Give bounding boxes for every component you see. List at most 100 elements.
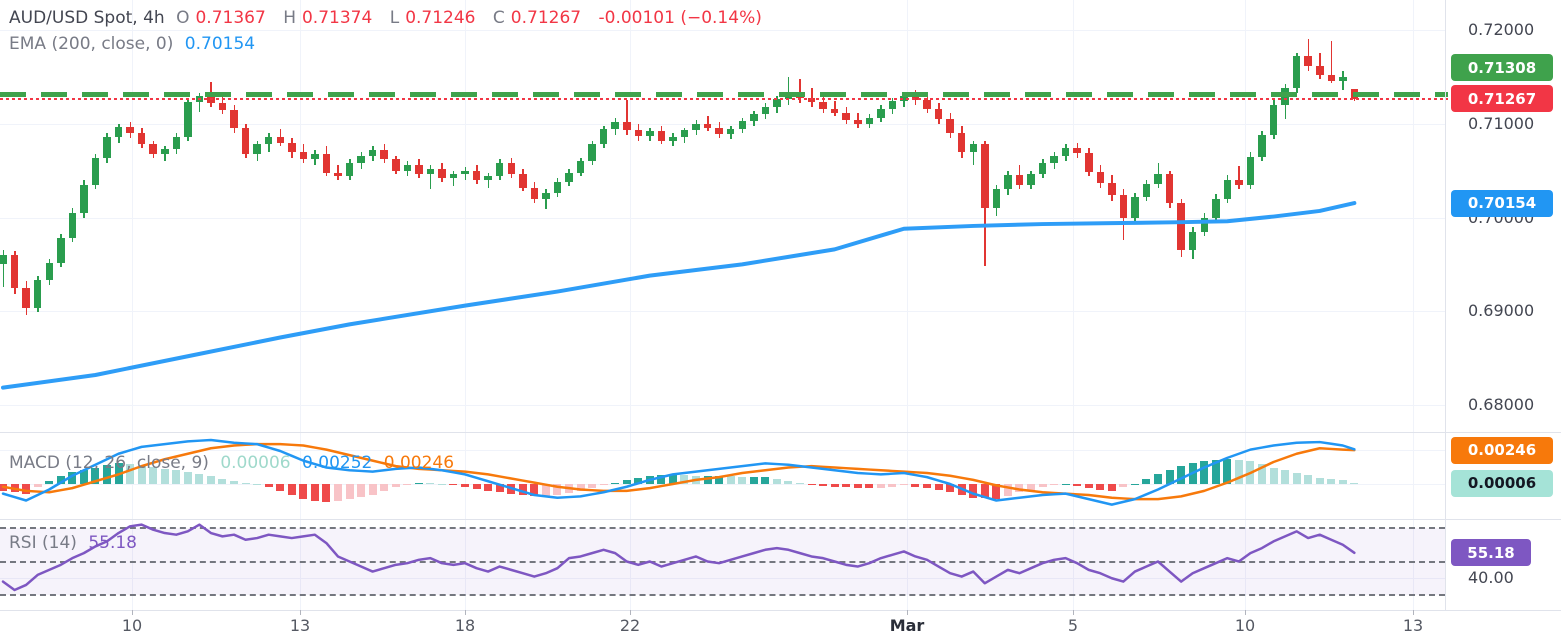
candle-body [865,118,874,124]
candle-body [33,280,42,309]
macd-histogram-bar [437,484,446,485]
price-tick-label: 0.71000 [1468,113,1535,133]
macd-histogram-bar [1050,484,1059,486]
price-badge[interactable]: 0.71267 [1451,85,1553,113]
macd-histogram-bar [484,484,493,491]
macd-histogram-bar [345,484,354,500]
candle-body [461,170,469,175]
time-label[interactable]: 18 [454,616,476,635]
macd-histogram-bar [357,484,366,498]
macd-histogram-bar [553,484,562,495]
vertical-gridline [1413,0,1414,610]
candle-body [426,168,435,175]
candle-body [1269,105,1278,135]
candle-wick [452,170,455,186]
ema-legend-title[interactable]: EMA (200, close, 0) [9,34,174,54]
time-label[interactable]: 10 [121,616,143,635]
candle-body [819,102,827,109]
rsi-tick-label: 40.00 [1468,568,1514,588]
macd-histogram-bar [1188,463,1197,484]
macd-histogram-bar [541,484,550,496]
price-badge[interactable]: 0.70154 [1451,189,1553,217]
time-label[interactable]: Mar [889,616,925,635]
candle-body [1038,163,1047,175]
macd-histogram-bar [1142,479,1151,484]
macd-legend[interactable]: MACD (12, 26, close, 9) 0.00006 0.00252 … [9,453,460,473]
time-tick [1073,610,1074,615]
price-tick-label: 0.68000 [1468,395,1535,414]
candle-wick [972,140,975,165]
macd-histogram-bar [865,484,874,489]
macd-badge[interactable]: 0.00246 [1451,436,1553,464]
ohlc-low: L 0.71246 [389,8,476,28]
time-label[interactable]: 22 [619,616,641,635]
time-label[interactable]: 10 [1234,616,1256,635]
macd-histogram-bar [218,478,227,484]
horizontal-gridline [0,405,1445,406]
macd-histogram-bar [68,471,77,484]
candle-body [830,108,839,113]
macd-histogram-bar [333,484,342,501]
macd-histogram-bar [276,484,285,491]
candle-body [623,121,631,131]
candle-body [761,106,770,115]
last-price-line [0,97,1448,100]
pane-separator-macd[interactable] [0,432,1561,433]
price-change: -0.00101 (−0.14%) [598,8,762,28]
macd-histogram-bar [33,484,42,488]
macd-histogram-bar [1154,474,1162,484]
rsi-level-30 [0,594,1445,596]
macd-histogram-bar [969,484,978,498]
ohlc-high: H 0.71374 [283,8,373,28]
time-label[interactable]: 13 [1402,616,1424,635]
candle-body [1119,195,1128,218]
macd-histogram-bar [1281,470,1290,484]
rsi-legend-title[interactable]: RSI (14) [9,533,77,553]
macd-histogram-bar [530,484,539,497]
macd-signal-value: 0.00246 [383,453,455,473]
ema-legend[interactable]: EMA (200, close, 0) 0.70154 [9,34,261,54]
candle-body [415,165,423,175]
candle-body [311,153,319,160]
horizontal-gridline [0,123,1445,125]
macd-histogram-bar [1315,477,1324,484]
price-badge[interactable]: 0.71308 [1451,54,1553,82]
candle-body [888,101,897,109]
time-label[interactable]: 5 [1067,616,1079,635]
macd-legend-title[interactable]: MACD (12, 26, close, 9) [9,453,209,473]
macd-histogram-bar [1015,484,1024,493]
candle-body [1292,56,1301,89]
candle-wick [787,76,790,105]
rsi-badge[interactable]: 55.18 [1451,539,1531,567]
macd-histogram-bar [1223,459,1232,484]
candle-body [634,130,643,136]
symbol-title[interactable]: AUD/USD Spot, 4h [9,8,165,28]
symbol-legend[interactable]: AUD/USD Spot, 4h O 0.71367 H 0.71374 L 0.71… [9,8,768,28]
macd-histogram-bar [899,484,908,486]
candle-body [542,193,550,199]
candle-body [692,123,700,131]
macd-histogram-bar [1350,483,1359,485]
candle-body [657,131,666,141]
candle-body [981,144,989,209]
horizontal-gridline [0,311,1445,313]
macd-histogram-bar [1096,484,1105,490]
rsi-legend[interactable]: RSI (14) 55.18 [9,533,143,553]
time-label[interactable]: 13 [289,616,311,635]
macd-histogram-bar [206,475,215,484]
candle-body [530,187,539,199]
macd-histogram-bar [1165,470,1174,484]
macd-histogram-bar [761,477,770,484]
macd-gridline [0,484,1445,485]
macd-histogram-bar [1003,484,1012,496]
macd-histogram-bar [923,484,931,489]
candle-body [1188,231,1197,251]
candle-body [854,120,862,124]
macd-histogram-bar [449,484,458,486]
candle-body [1177,203,1185,251]
candle-body [345,163,354,177]
macd-badge[interactable]: 0.00006 [1451,469,1553,497]
macd-histogram-bar [0,484,7,491]
pane-separator-rsi[interactable] [0,519,1561,520]
candle-body [137,133,146,145]
